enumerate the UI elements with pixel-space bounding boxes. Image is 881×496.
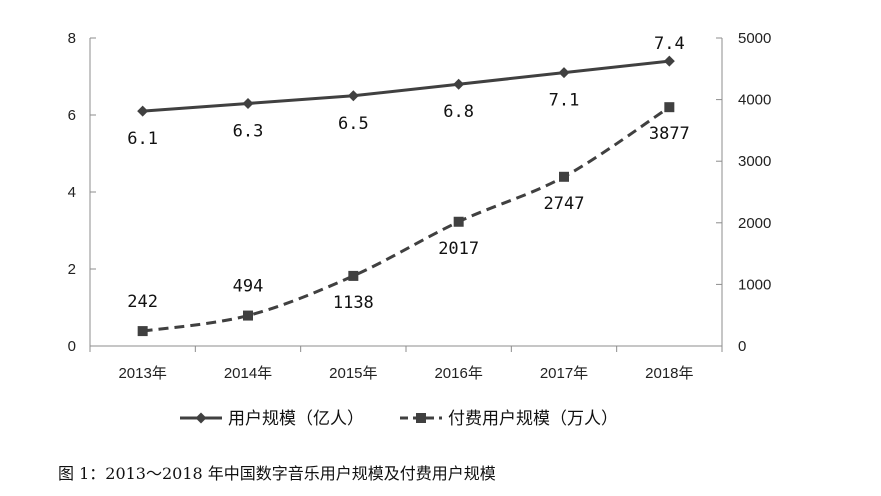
diamond-marker [137,105,149,117]
x-tick-label: 2015年 [329,365,377,382]
y-right-tick-label: 4000 [738,92,771,109]
data-label-paid-users: 1138 [333,293,374,313]
y-left-tick-label: 2 [68,261,76,278]
square-marker [664,102,675,113]
x-tick-label: 2013年 [118,365,166,382]
x-tick-label: 2018年 [645,365,693,382]
y-right-tick-label: 0 [738,338,746,355]
data-label-users: 6.1 [127,129,158,149]
y-left-tick-label: 8 [68,30,76,47]
data-label-paid-users: 2017 [438,239,479,259]
diamond-marker [453,78,465,90]
y-right-tick-label: 3000 [738,153,771,170]
data-labels: 6.1 6.3 6.5 6.8 7.1 7.4 242 494 1138 2017 2747 3877 [127,34,690,313]
data-label-paid-users: 2747 [544,194,585,214]
y-right-tick-label: 2000 [738,215,771,232]
data-label-users: 7.4 [654,34,685,54]
data-label-users: 6.3 [233,121,264,141]
y-right-tick-label: 5000 [738,30,771,47]
square-marker [137,326,148,337]
axes: 0 2 4 6 8 0 1000 2000 3000 4000 5000 2013年 2014年 2015… [68,30,772,382]
diamond-marker [242,97,254,109]
diamond-marker [558,67,570,79]
series-line-paid-users [142,105,671,333]
legend-square-marker [416,413,426,423]
data-label-users: 7.1 [549,91,580,111]
diamond-marker [663,55,675,67]
legend: 用户规模（亿人） 付费用户规模（万人） [180,409,618,429]
legend-label-users: 用户规模（亿人） [228,409,364,429]
square-marker [243,310,253,321]
y-left-tick-label: 4 [68,184,76,201]
series-layer [137,55,675,337]
y-left-tick-label: 6 [68,107,76,124]
square-marker [453,216,464,227]
x-tick-label: 2016年 [434,365,482,382]
legend-label-paid-users: 付费用户规模（万人） [448,409,618,429]
legend-diamond-marker [195,412,207,424]
x-tick-label: 2017年 [540,365,588,382]
series-line-users [142,59,670,113]
data-label-paid-users: 494 [233,277,264,297]
data-label-users: 6.8 [443,102,474,122]
data-label-paid-users: 242 [127,292,158,312]
square-marker [559,171,569,182]
y-left-tick-label: 0 [68,338,76,355]
y-right-tick-label: 1000 [738,276,771,293]
x-tick-label: 2014年 [224,365,272,382]
diamond-marker [347,90,359,102]
data-label-users: 6.5 [338,114,369,134]
data-label-paid-users: 3877 [649,124,690,144]
square-marker [348,270,359,281]
figure-caption: 图 1：2013～2018 年中国数字音乐用户规模及付费用户规模 [58,464,496,483]
